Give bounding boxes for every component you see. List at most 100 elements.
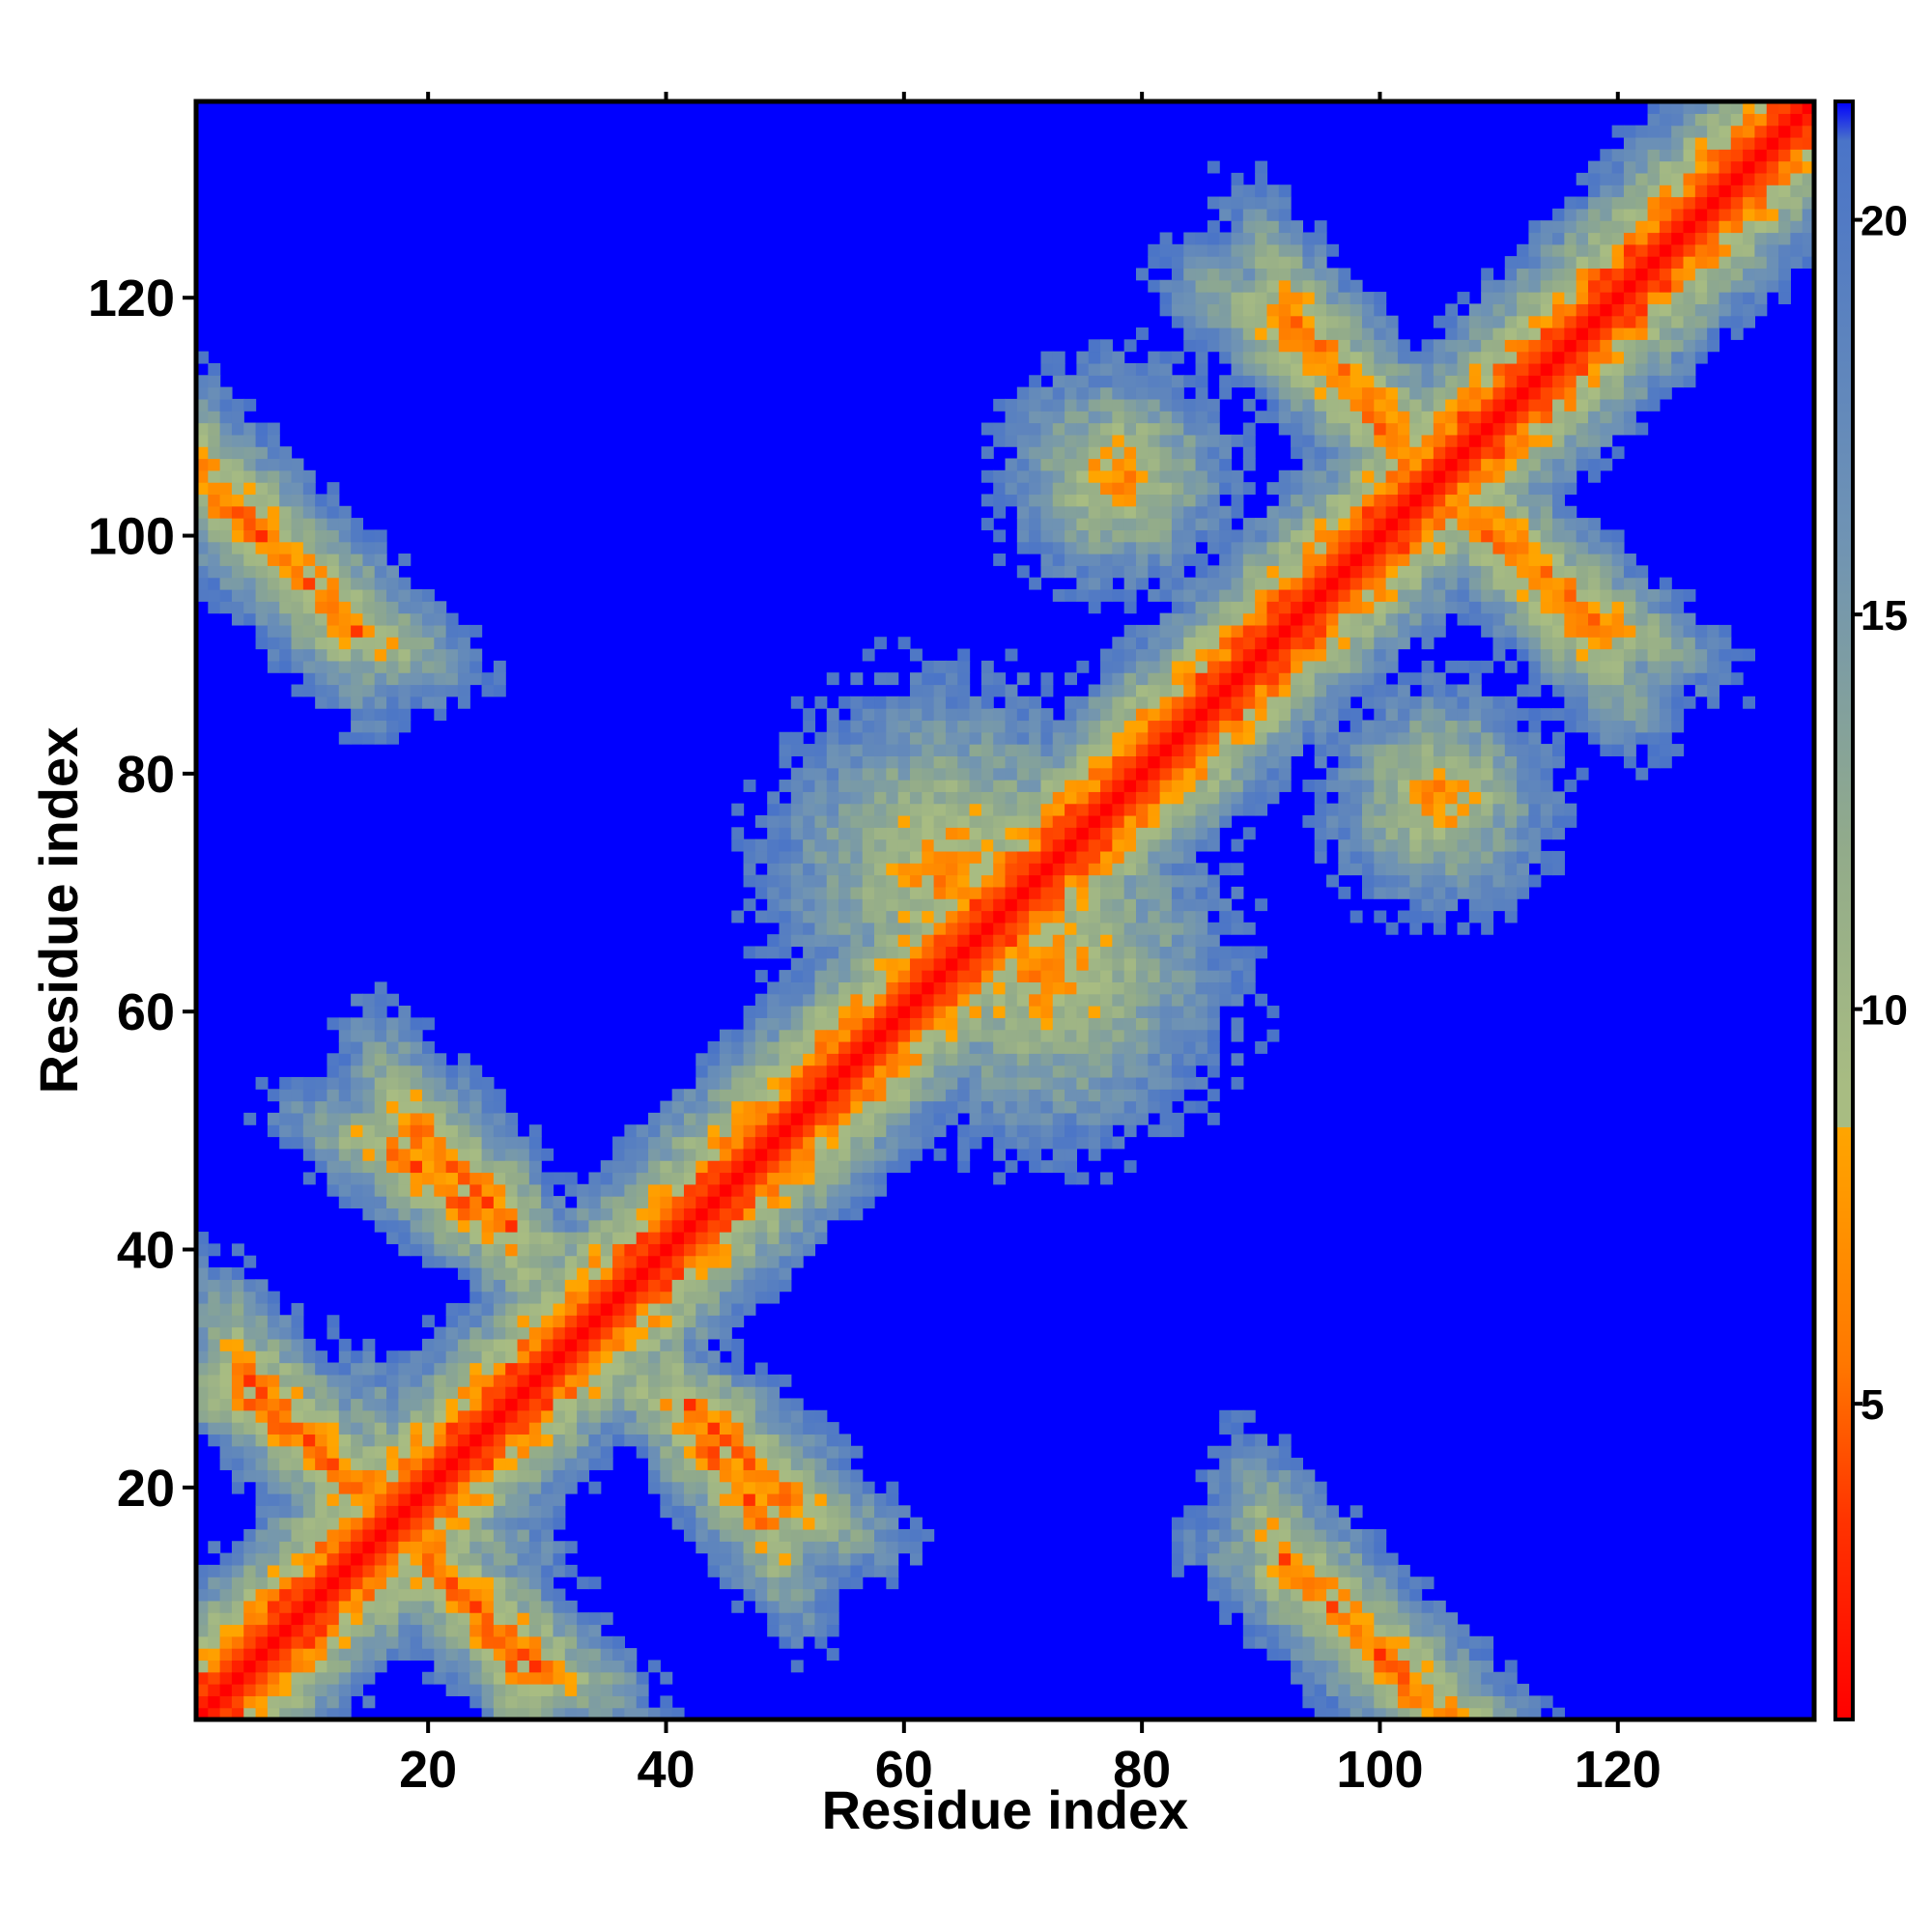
heatmap-cell [1148, 624, 1161, 638]
heatmap-cell [1231, 577, 1244, 590]
heatmap-cell [327, 1160, 340, 1174]
heatmap-cell [351, 1648, 364, 1662]
heatmap-cell [803, 886, 816, 899]
heatmap-cell [922, 863, 935, 876]
heatmap-cell [1112, 660, 1125, 673]
heatmap-cell [945, 910, 958, 923]
heatmap-cell [671, 1505, 685, 1519]
heatmap-cell [493, 1338, 506, 1351]
heatmap-cell [1135, 1017, 1149, 1031]
heatmap-cell [327, 565, 340, 579]
heatmap-cell [1112, 791, 1125, 805]
heatmap-cell [1148, 934, 1161, 948]
heatmap-cell [1183, 541, 1197, 554]
heatmap-cell [1148, 910, 1161, 923]
heatmap-cell [315, 612, 328, 626]
heatmap-cell [434, 1434, 447, 1447]
heatmap-cell [969, 922, 982, 935]
heatmap-cell [731, 1492, 745, 1506]
heatmap-cell [922, 767, 935, 781]
heatmap-cell [255, 588, 269, 602]
heatmap-cell [957, 850, 971, 864]
heatmap-cell [1029, 446, 1042, 460]
heatmap-cell [1016, 814, 1030, 828]
heatmap-cell [1148, 803, 1161, 816]
heatmap-cell [683, 1492, 696, 1506]
heatmap-cell [636, 1684, 649, 1696]
heatmap-cell [196, 494, 209, 507]
heatmap-cell [1171, 814, 1184, 828]
heatmap-cell [886, 1089, 899, 1102]
heatmap-cell [327, 1374, 340, 1387]
heatmap-cell [993, 1006, 1007, 1018]
heatmap-cell [1135, 1040, 1149, 1054]
heatmap-cell [362, 1196, 376, 1209]
heatmap-cell [398, 1588, 412, 1602]
heatmap-cell [1195, 708, 1208, 722]
heatmap-cell [445, 1434, 459, 1447]
heatmap-cell [850, 1124, 864, 1138]
heatmap-cell [588, 1255, 602, 1268]
heatmap-cell [374, 708, 387, 722]
heatmap-cell [1242, 803, 1256, 816]
heatmap-cell [1242, 744, 1256, 756]
heatmap-cell [957, 791, 971, 805]
heatmap-cell [469, 1684, 483, 1696]
heatmap-cell [481, 1684, 495, 1696]
heatmap-cell [874, 1528, 887, 1542]
heatmap-cell [1171, 505, 1184, 519]
heatmap-cell [469, 1409, 483, 1423]
heatmap-cell [457, 1208, 470, 1221]
heatmap-cell [671, 1445, 685, 1459]
heatmap-cell [434, 1136, 447, 1150]
heatmap-cell [469, 1100, 483, 1114]
heatmap-cell [719, 1053, 732, 1066]
heatmap-cell [374, 1208, 387, 1221]
heatmap-cell [469, 1660, 483, 1673]
heatmap-cell [528, 1481, 542, 1494]
heatmap-cell [219, 386, 233, 400]
heatmap-cell [790, 1492, 804, 1506]
heatmap-cell [1183, 1528, 1197, 1542]
heatmap-cell [208, 1635, 221, 1649]
heatmap-cell [481, 684, 495, 697]
heatmap-cell [493, 1600, 506, 1613]
heatmap-cell [922, 1076, 935, 1090]
heatmap-cell [1195, 1552, 1208, 1566]
heatmap-cell [351, 1386, 364, 1400]
heatmap-cell [1207, 803, 1220, 816]
heatmap-cell [469, 624, 483, 638]
heatmap-cell [1159, 1089, 1173, 1102]
heatmap-cell [362, 660, 376, 673]
heatmap-cell [434, 660, 447, 673]
heatmap-cell [457, 1374, 470, 1387]
heatmap-cell [243, 1409, 257, 1423]
heatmap-cell [1255, 1541, 1268, 1554]
heatmap-cell [279, 1660, 293, 1673]
heatmap-cell [1207, 1541, 1220, 1554]
heatmap-cell [683, 1398, 696, 1411]
heatmap-cell [1255, 648, 1268, 662]
heatmap-cell [505, 1183, 519, 1197]
heatmap-cell [707, 1089, 721, 1102]
heatmap-cell [1255, 780, 1268, 792]
heatmap-cell [279, 660, 293, 673]
heatmap-cell [327, 1564, 340, 1577]
heatmap-cell [1100, 814, 1113, 828]
heatmap-cell [302, 1076, 316, 1090]
heatmap-cell [909, 1029, 923, 1042]
heatmap-cell [1195, 577, 1208, 590]
heatmap-cell [1219, 1612, 1233, 1626]
heatmap-cell [1171, 1564, 1184, 1577]
heatmap-cell [767, 1409, 781, 1423]
heatmap-cell [231, 1577, 244, 1590]
heatmap-cell [553, 1552, 566, 1566]
heatmap-cell [980, 1017, 994, 1031]
heatmap-cell [636, 1398, 649, 1411]
heatmap-cell [754, 1445, 768, 1459]
heatmap-cell [909, 1089, 923, 1102]
heatmap-cell [624, 1707, 638, 1720]
heatmap-cell [267, 1350, 280, 1364]
heatmap-cell [1005, 1040, 1018, 1054]
heatmap-cell [1148, 1006, 1161, 1018]
